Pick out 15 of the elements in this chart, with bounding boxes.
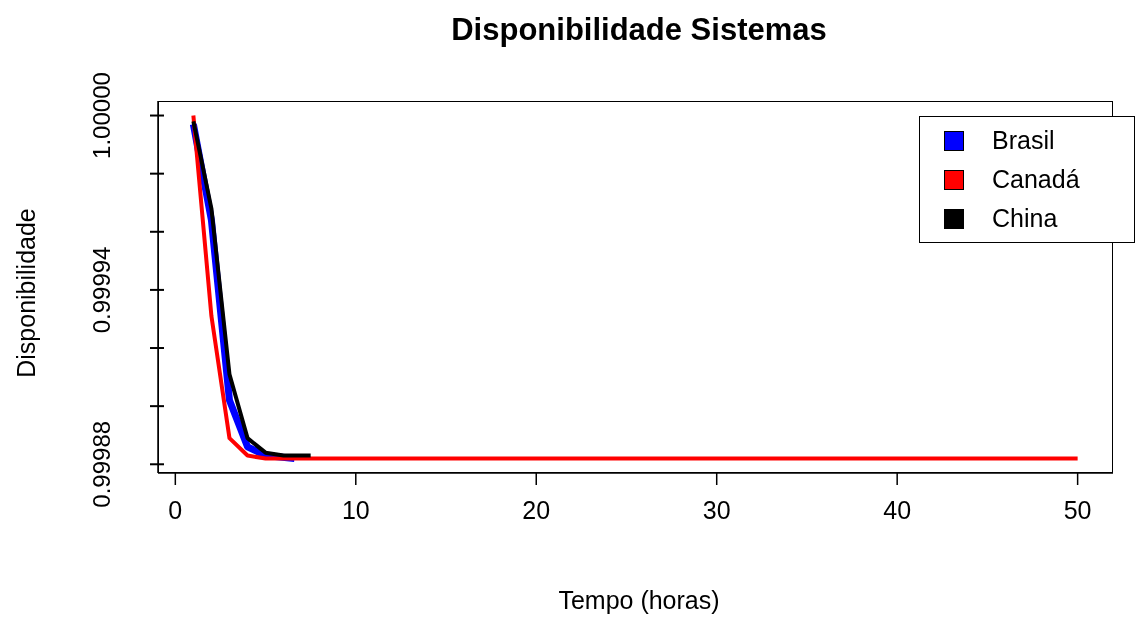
x-tick-label: 10	[341, 495, 370, 524]
x-tick-label: 40	[883, 495, 912, 524]
y-tick-label: 0.99988	[88, 420, 115, 508]
x-tick-label: 20	[522, 495, 551, 524]
x-axis-title: Tempo (horas)	[557, 586, 721, 615]
x-tick-label: 0	[168, 495, 183, 524]
legend-label: China	[992, 203, 1058, 234]
legend-label: Brasil	[992, 125, 1055, 156]
x-tick-label: 30	[702, 495, 731, 524]
x-tick-label: 50	[1063, 495, 1092, 524]
legend-label: Canadá	[992, 164, 1080, 195]
y-tick-label: 0.99994	[88, 246, 115, 334]
chart-title: Disponibilidade Sistemas	[450, 12, 828, 48]
y-tick-label: 1.00000	[88, 72, 115, 159]
y-axis-title: Disponibilidade	[11, 208, 41, 378]
